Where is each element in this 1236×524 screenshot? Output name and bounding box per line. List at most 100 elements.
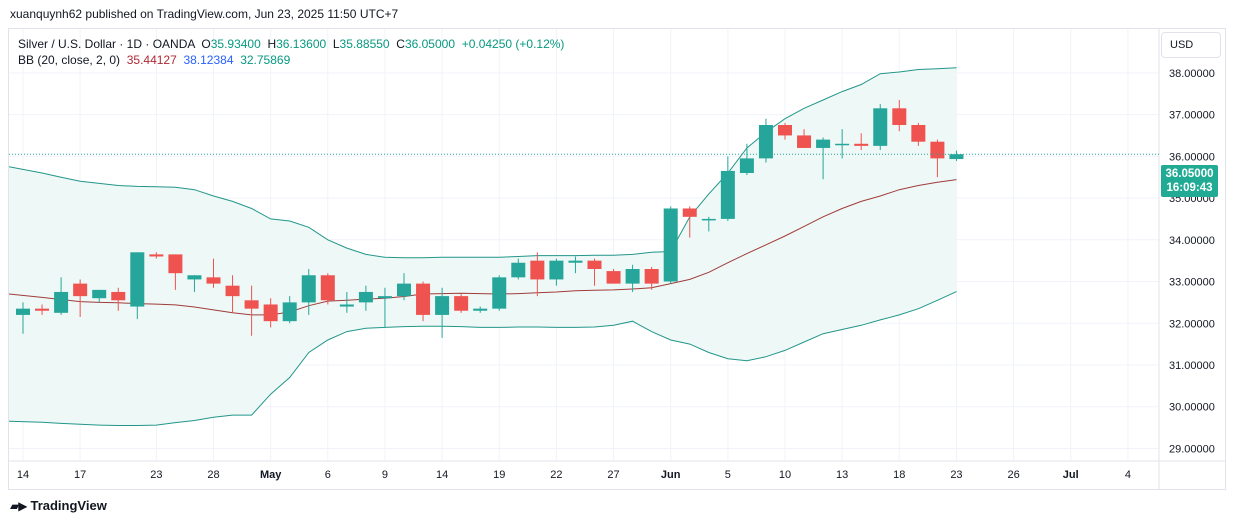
legend-ohlc-row: Silver / U.S. Dollar · 1D · OANDA O35.93… [18,36,564,52]
tradingview-logo-text: TradingView [30,498,107,513]
time-axis-label: 4 [1125,469,1131,481]
candle [473,306,488,313]
candle-body [416,283,431,315]
time-axis-label: 14 [17,469,29,481]
legend-open-label: O [201,37,211,51]
candle-body [682,208,697,217]
candle-body [835,143,850,146]
chart-plot[interactable]: 29.00000 30.00000 31.00000 32.00000 33.00000… [9,29,1225,489]
candle-body [263,304,278,322]
candle-body [492,277,507,309]
candle-body [701,218,716,221]
candle-body [930,141,945,159]
candle [225,275,240,313]
candle [816,137,831,180]
candle-body [225,285,240,297]
time-axis-label: Jul [1063,469,1079,481]
candle [854,133,869,151]
candle [358,285,373,311]
candle [682,206,697,238]
candle [149,252,164,259]
candle [949,150,964,162]
bb-basis-line [9,179,957,316]
candle-body [206,277,221,284]
candle [282,296,297,324]
candle-body [397,283,411,297]
legend-bb-lower: 32.75869 [240,53,291,67]
candle [187,275,202,292]
legend-change: +0.04250 (+0.12%) [461,37,565,51]
legend-bb-row: BB (20, close, 2, 0) 35.44127 38.12384 3… [18,52,564,68]
candle [377,287,392,328]
candle-body [911,125,926,142]
candle-body [797,135,812,148]
bb-fill [9,67,957,426]
candle-body [778,125,792,136]
time-axis-label: 22 [550,469,562,481]
candle [625,264,640,292]
tradingview-logo[interactable]: ▰▶ TradingView [10,498,107,513]
time-axis-label: Jun [661,469,681,481]
time-axis-label: 10 [779,469,791,481]
legend-high-label: H [267,37,277,51]
candle-body [873,108,888,146]
candle [111,287,126,311]
last-price-tag: 36.05000 16:09:43 [1161,165,1218,197]
candle [701,216,716,232]
legend-open: 35.93400 [210,37,261,51]
countdown-timer: 16:09:43 [1166,182,1213,194]
candle [739,143,754,176]
time-axis-label: 5 [725,469,731,481]
legend-close-label: C [396,37,405,51]
candle-body [358,291,373,303]
candle-body [92,289,107,299]
candle-body [530,260,545,280]
price-axis-label: 37.00000 [1169,110,1215,122]
candle [16,302,30,334]
legend-high: 36.13600 [276,37,327,51]
candle [492,275,507,311]
candle [530,252,545,297]
candle-body [625,269,640,284]
candle [778,122,792,140]
candle [92,289,107,303]
legend-low-label: L [332,37,340,51]
tradingview-logo-icon: ▰▶ [10,498,27,513]
candle [130,252,145,320]
legend-bb-name[interactable]: BB (20, close, 2, 0) [18,53,121,67]
price-axis-label: 34.00000 [1169,235,1215,247]
legend-close: 36.05000 [404,37,456,51]
legend: Silver / U.S. Dollar · 1D · OANDA O35.93… [18,36,564,68]
candle-body [454,296,469,311]
time-axis-label: 17 [74,469,86,481]
currency-button[interactable]: USD [1161,32,1221,58]
candle-body [568,260,583,263]
legend-symbol[interactable]: Silver / U.S. Dollar · 1D · OANDA [18,37,195,51]
candle-body [473,308,488,311]
candle-body [16,308,30,315]
time-axis-label: 6 [325,469,331,481]
candle-body [54,291,69,313]
candle-body [816,139,831,148]
legend-low: 35.88550 [339,37,390,51]
price-axis-label: 29.00000 [1169,443,1215,455]
candle-body [892,108,907,125]
legend-bb-basis: 35.44127 [126,53,177,67]
candle [73,279,88,317]
candle [301,269,316,315]
time-axis-label: 18 [893,469,905,481]
time-axis-label: 27 [607,469,619,481]
candle-body [854,143,869,146]
candle [587,258,602,286]
candle [435,287,450,338]
candle [720,156,735,221]
candle [35,304,50,315]
candle-body [758,125,773,159]
time-axis-label: 23 [150,469,162,481]
candle [835,129,850,159]
candle-body [168,254,183,274]
candle [549,258,564,286]
bb-upper-line [9,67,957,259]
candle [397,273,411,301]
chart-frame[interactable]: 29.00000 30.00000 31.00000 32.00000 33.00000… [8,28,1226,490]
